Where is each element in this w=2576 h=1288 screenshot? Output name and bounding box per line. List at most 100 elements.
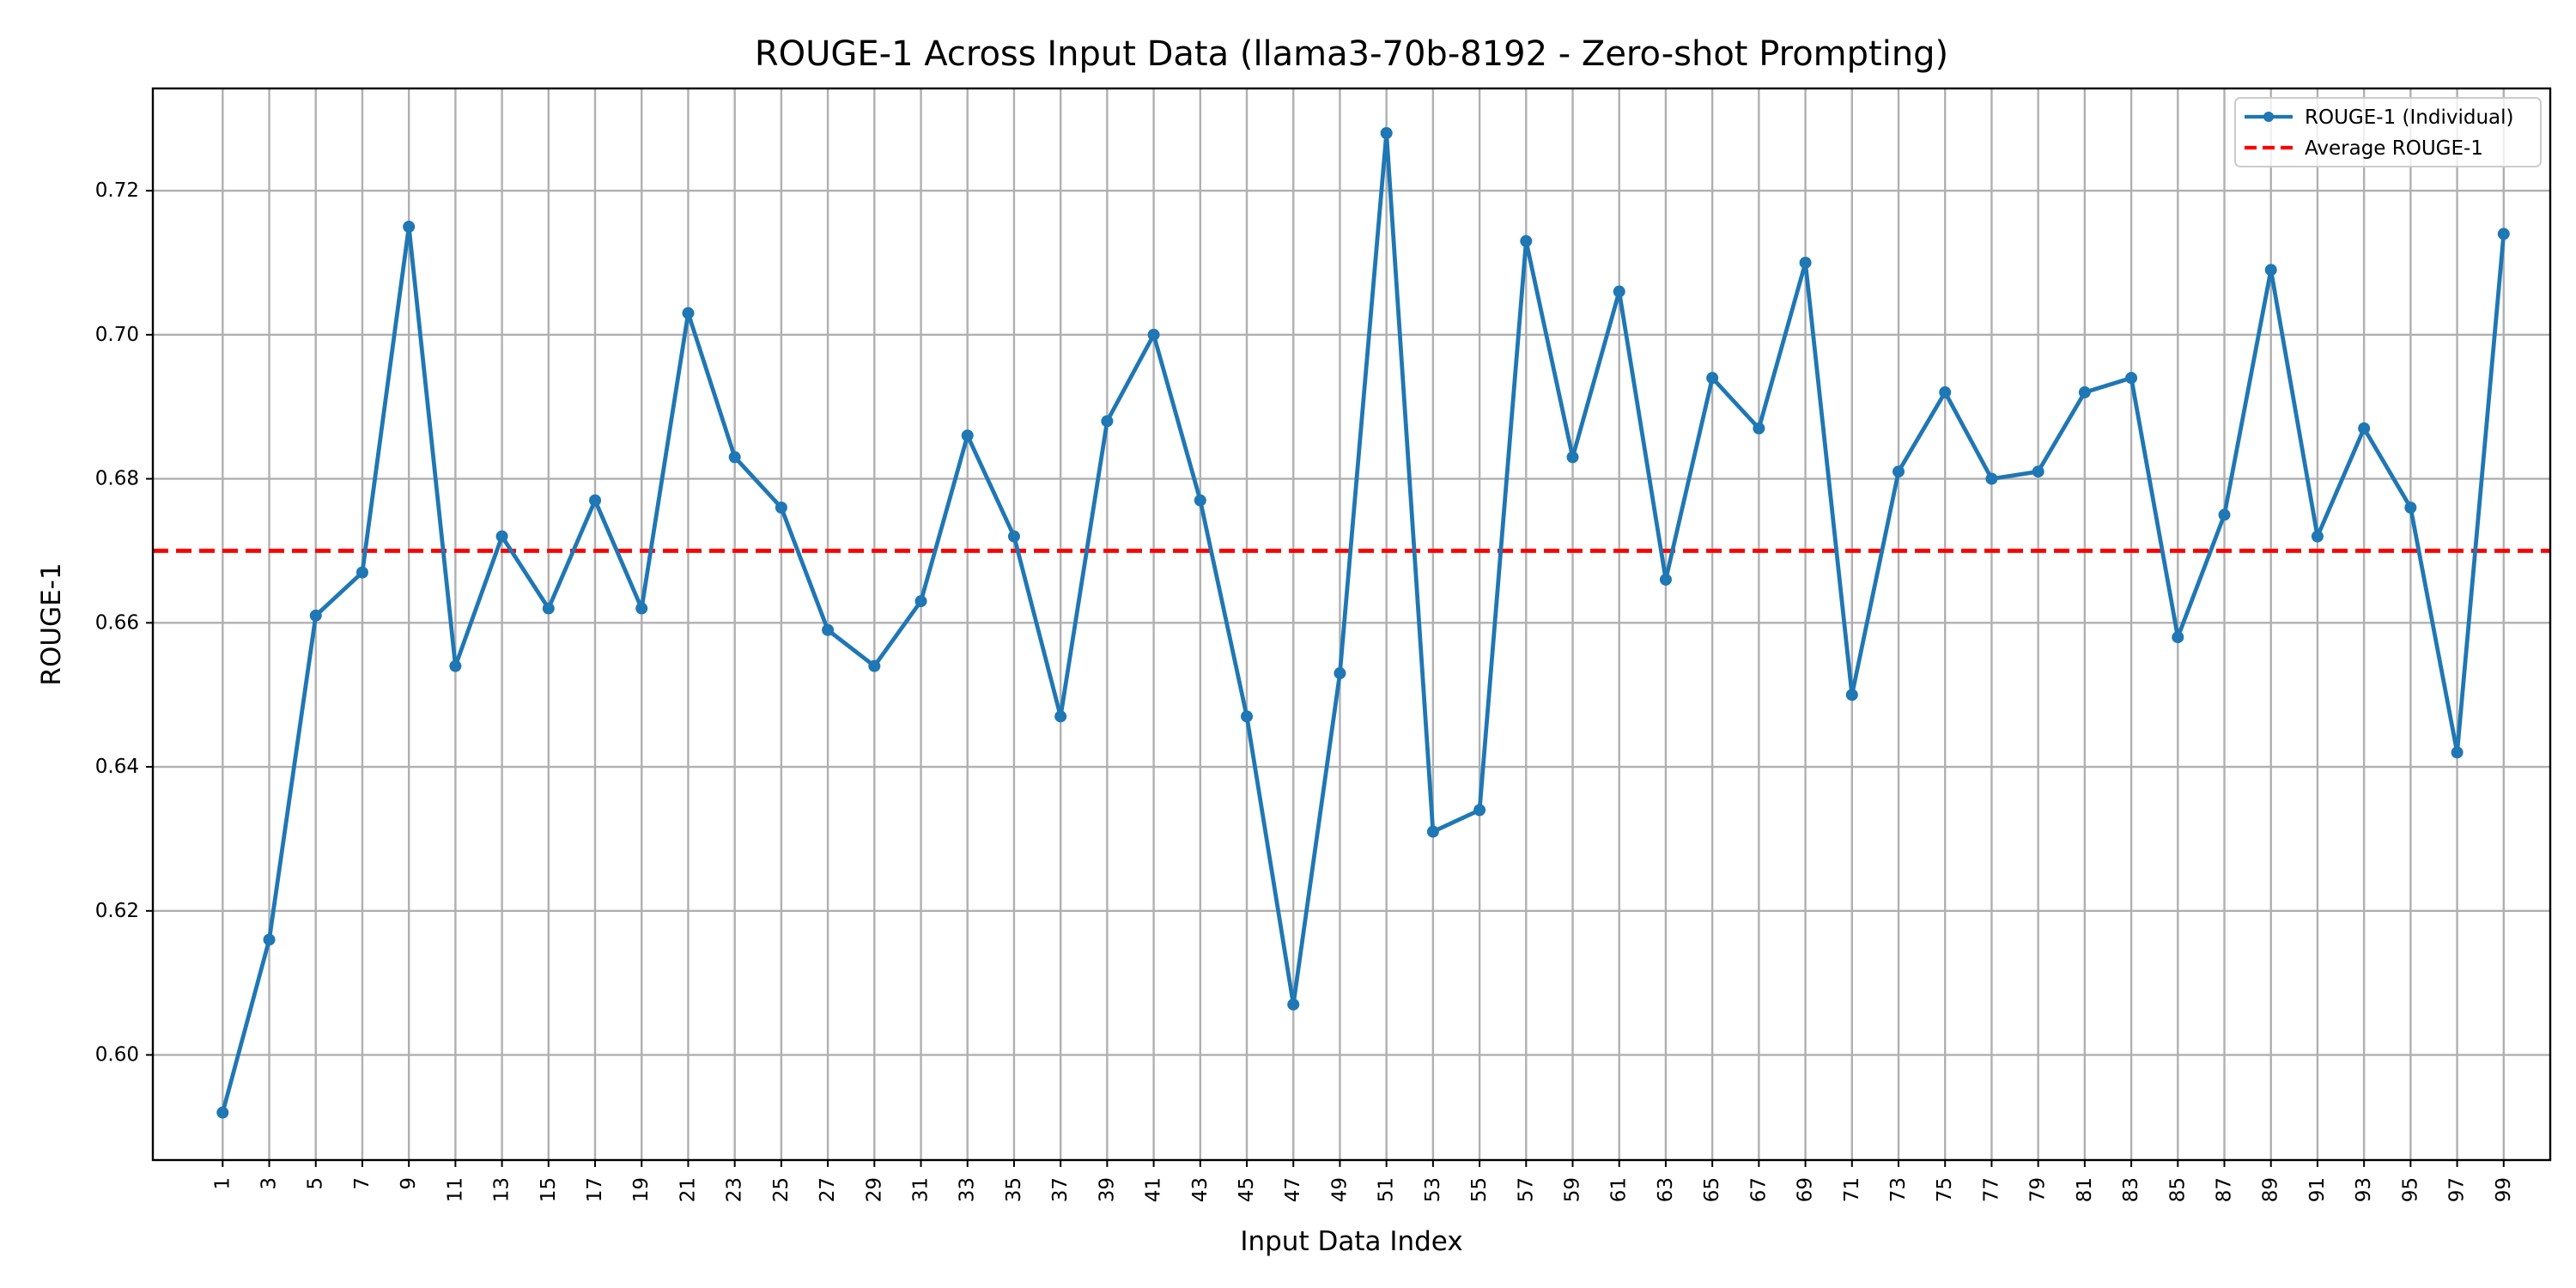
x-tick-label: 51 xyxy=(1376,1177,1398,1202)
x-tick-label: 85 xyxy=(2166,1177,2189,1202)
x-tick-label: 15 xyxy=(538,1177,560,1202)
x-tick-label: 65 xyxy=(1701,1177,1723,1202)
x-tick-label: 61 xyxy=(1608,1177,1631,1202)
x-tick-label: 83 xyxy=(2120,1177,2142,1202)
legend-box xyxy=(2234,97,2542,167)
data-point xyxy=(216,1106,229,1119)
data-point xyxy=(822,623,835,636)
x-tick-label: 7 xyxy=(351,1177,374,1190)
x-tick-label: 79 xyxy=(2027,1177,2050,1202)
x-tick-label: 5 xyxy=(305,1177,327,1190)
data-point xyxy=(2264,264,2277,276)
x-tick-label: 17 xyxy=(584,1177,606,1202)
x-tick-label: 59 xyxy=(1562,1177,1584,1202)
y-axis-title: ROUGE-1 xyxy=(36,562,67,685)
data-point xyxy=(1473,804,1486,817)
x-tick-label: 41 xyxy=(1143,1177,1165,1202)
data-point xyxy=(1659,574,1672,586)
data-point xyxy=(355,566,368,579)
data-point xyxy=(263,933,276,946)
legend-series-1-label: ROUGE-1 (Individual) xyxy=(2305,106,2513,129)
x-tick-label: 57 xyxy=(1515,1177,1537,1202)
data-point xyxy=(449,659,462,672)
data-point xyxy=(1334,667,1346,680)
y-tick-label: 0.64 xyxy=(95,756,139,778)
x-tick-label: 27 xyxy=(817,1177,839,1202)
data-point xyxy=(961,429,974,442)
data-point xyxy=(1706,372,1719,385)
data-point xyxy=(1566,451,1579,464)
x-tick-label: 37 xyxy=(1049,1177,1072,1202)
y-tick-label: 0.60 xyxy=(95,1044,139,1066)
x-tick-label: 99 xyxy=(2493,1177,2515,1202)
x-tick-label: 89 xyxy=(2260,1177,2282,1202)
data-point xyxy=(635,602,648,615)
x-tick-label: 75 xyxy=(1934,1177,1956,1202)
x-tick-label: 9 xyxy=(398,1177,420,1190)
data-point xyxy=(1194,494,1206,507)
x-tick-label: 31 xyxy=(910,1177,933,1202)
data-point xyxy=(542,602,555,615)
x-tick-label: 23 xyxy=(724,1177,746,1202)
x-tick-label: 29 xyxy=(863,1177,885,1202)
data-point xyxy=(1753,422,1765,434)
x-tick-label: 35 xyxy=(1003,1177,1025,1202)
legend-series-1-marker xyxy=(2263,112,2274,122)
x-tick-label: 11 xyxy=(444,1177,466,1202)
data-point xyxy=(1985,472,1998,485)
x-tick-label: 53 xyxy=(1422,1177,1444,1202)
x-tick-label: 97 xyxy=(2446,1177,2469,1202)
data-point xyxy=(589,494,602,507)
x-tick-label: 67 xyxy=(1747,1177,1770,1202)
x-axis-ticks: 1 3 5 7 9 11 13 15 17 19 21 23 25 27 29 31 33 35 37 39 41 43 4… xyxy=(211,1160,2515,1202)
x-tick-label: 81 xyxy=(2074,1177,2096,1202)
x-tick-label: 1 xyxy=(211,1177,234,1190)
series-line-rouge1 xyxy=(221,131,2506,1114)
data-point xyxy=(2404,501,2417,514)
data-point xyxy=(682,307,695,319)
x-tick-label: 45 xyxy=(1236,1177,1258,1202)
y-tick-label: 0.68 xyxy=(95,468,139,490)
data-point xyxy=(1147,328,1160,341)
data-point xyxy=(914,595,927,608)
x-tick-label: 13 xyxy=(491,1177,513,1202)
x-tick-label: 47 xyxy=(1282,1177,1304,1202)
x-tick-label: 95 xyxy=(2399,1177,2421,1202)
x-tick-label: 39 xyxy=(1096,1177,1118,1202)
x-tick-label: 71 xyxy=(1841,1177,1863,1202)
legend-series-2-label: Average ROUGE-1 xyxy=(2305,137,2483,160)
x-tick-label: 93 xyxy=(2353,1177,2375,1202)
data-point xyxy=(1520,234,1533,247)
data-point xyxy=(1054,710,1067,723)
data-point xyxy=(1939,386,1952,398)
data-point xyxy=(1845,689,1858,702)
x-tick-label: 63 xyxy=(1655,1177,1677,1202)
data-point xyxy=(2218,508,2231,521)
data-point xyxy=(309,609,322,622)
data-point xyxy=(1613,285,1625,298)
plot-frame xyxy=(151,87,2552,1162)
data-point xyxy=(2311,530,2324,543)
x-tick-label: 87 xyxy=(2214,1177,2236,1202)
data-point xyxy=(495,530,508,543)
data-point xyxy=(2125,372,2138,385)
data-point xyxy=(1799,256,1812,269)
data-point xyxy=(2497,228,2510,240)
x-tick-label: 73 xyxy=(1887,1177,1910,1202)
y-axis-ticks: 0.60 0.62 0.64 0.66 0.68 0.70 0.72 xyxy=(95,179,153,1066)
y-tick-label: 0.70 xyxy=(95,324,139,346)
data-point xyxy=(2172,631,2184,644)
data-point xyxy=(1241,710,1254,723)
data-point xyxy=(1101,415,1114,428)
series-layer xyxy=(216,127,2510,1119)
data-point xyxy=(2358,422,2371,434)
data-point xyxy=(2032,465,2044,478)
x-tick-label: 33 xyxy=(957,1177,979,1202)
data-point xyxy=(1426,825,1439,838)
x-tick-label: 21 xyxy=(677,1177,699,1202)
data-point xyxy=(2078,386,2091,398)
data-point xyxy=(1380,127,1393,139)
data-point xyxy=(1893,465,1905,478)
